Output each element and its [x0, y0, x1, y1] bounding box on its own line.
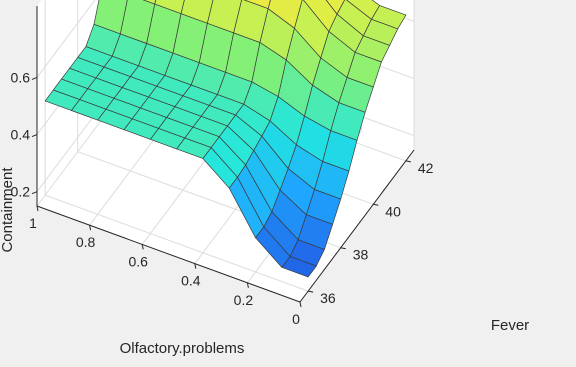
x-axis-line [36, 205, 301, 303]
y-tick-label: 36 [320, 290, 336, 306]
x-tick [89, 225, 92, 231]
z-axis-label: Containment [0, 167, 16, 253]
x-tick-label: 0.6 [128, 253, 148, 269]
grid-line [36, 0, 96, 78]
y-tick [373, 203, 379, 206]
y-tick [308, 290, 314, 293]
x-tick [194, 263, 197, 269]
z-tick-label: 0.2 [11, 184, 31, 200]
x-tick [141, 244, 144, 250]
z-tick-label: 0.4 [11, 127, 31, 143]
axes: 1 0.8 0.6 0.4 0.2 0 36 38 40 42 0.2 0.4 0.6 [11, 6, 434, 327]
x-tick-label: 1 [29, 215, 37, 231]
x-tick [246, 282, 249, 288]
y-tick-label: 40 [385, 203, 401, 219]
x-tick [36, 205, 39, 212]
z-tick-label: 0.6 [11, 69, 31, 85]
x-tick-label: 0 [292, 311, 300, 327]
x-tick-label: 0.2 [234, 292, 254, 308]
y-tick-label: 42 [418, 160, 434, 176]
z-tick [31, 134, 38, 138]
x-tick-label: 0.4 [181, 273, 201, 289]
grid-line [44, 194, 309, 292]
z-tick [31, 191, 38, 195]
surface-patch [44, 89, 81, 111]
y-axis-line [299, 149, 415, 303]
x-axis-label: Olfactory.problems [120, 340, 245, 357]
x-tick-label: 0.8 [76, 234, 96, 250]
x-tick [299, 301, 302, 308]
surface-mesh [44, 0, 407, 278]
y-axis-label: Fever [491, 317, 529, 334]
z-tick [31, 76, 38, 80]
y-tick-label: 38 [353, 247, 369, 263]
y-tick [340, 247, 346, 250]
axis-labels: Olfactory.problems Fever Containment [0, 167, 529, 357]
y-tick [405, 160, 411, 163]
